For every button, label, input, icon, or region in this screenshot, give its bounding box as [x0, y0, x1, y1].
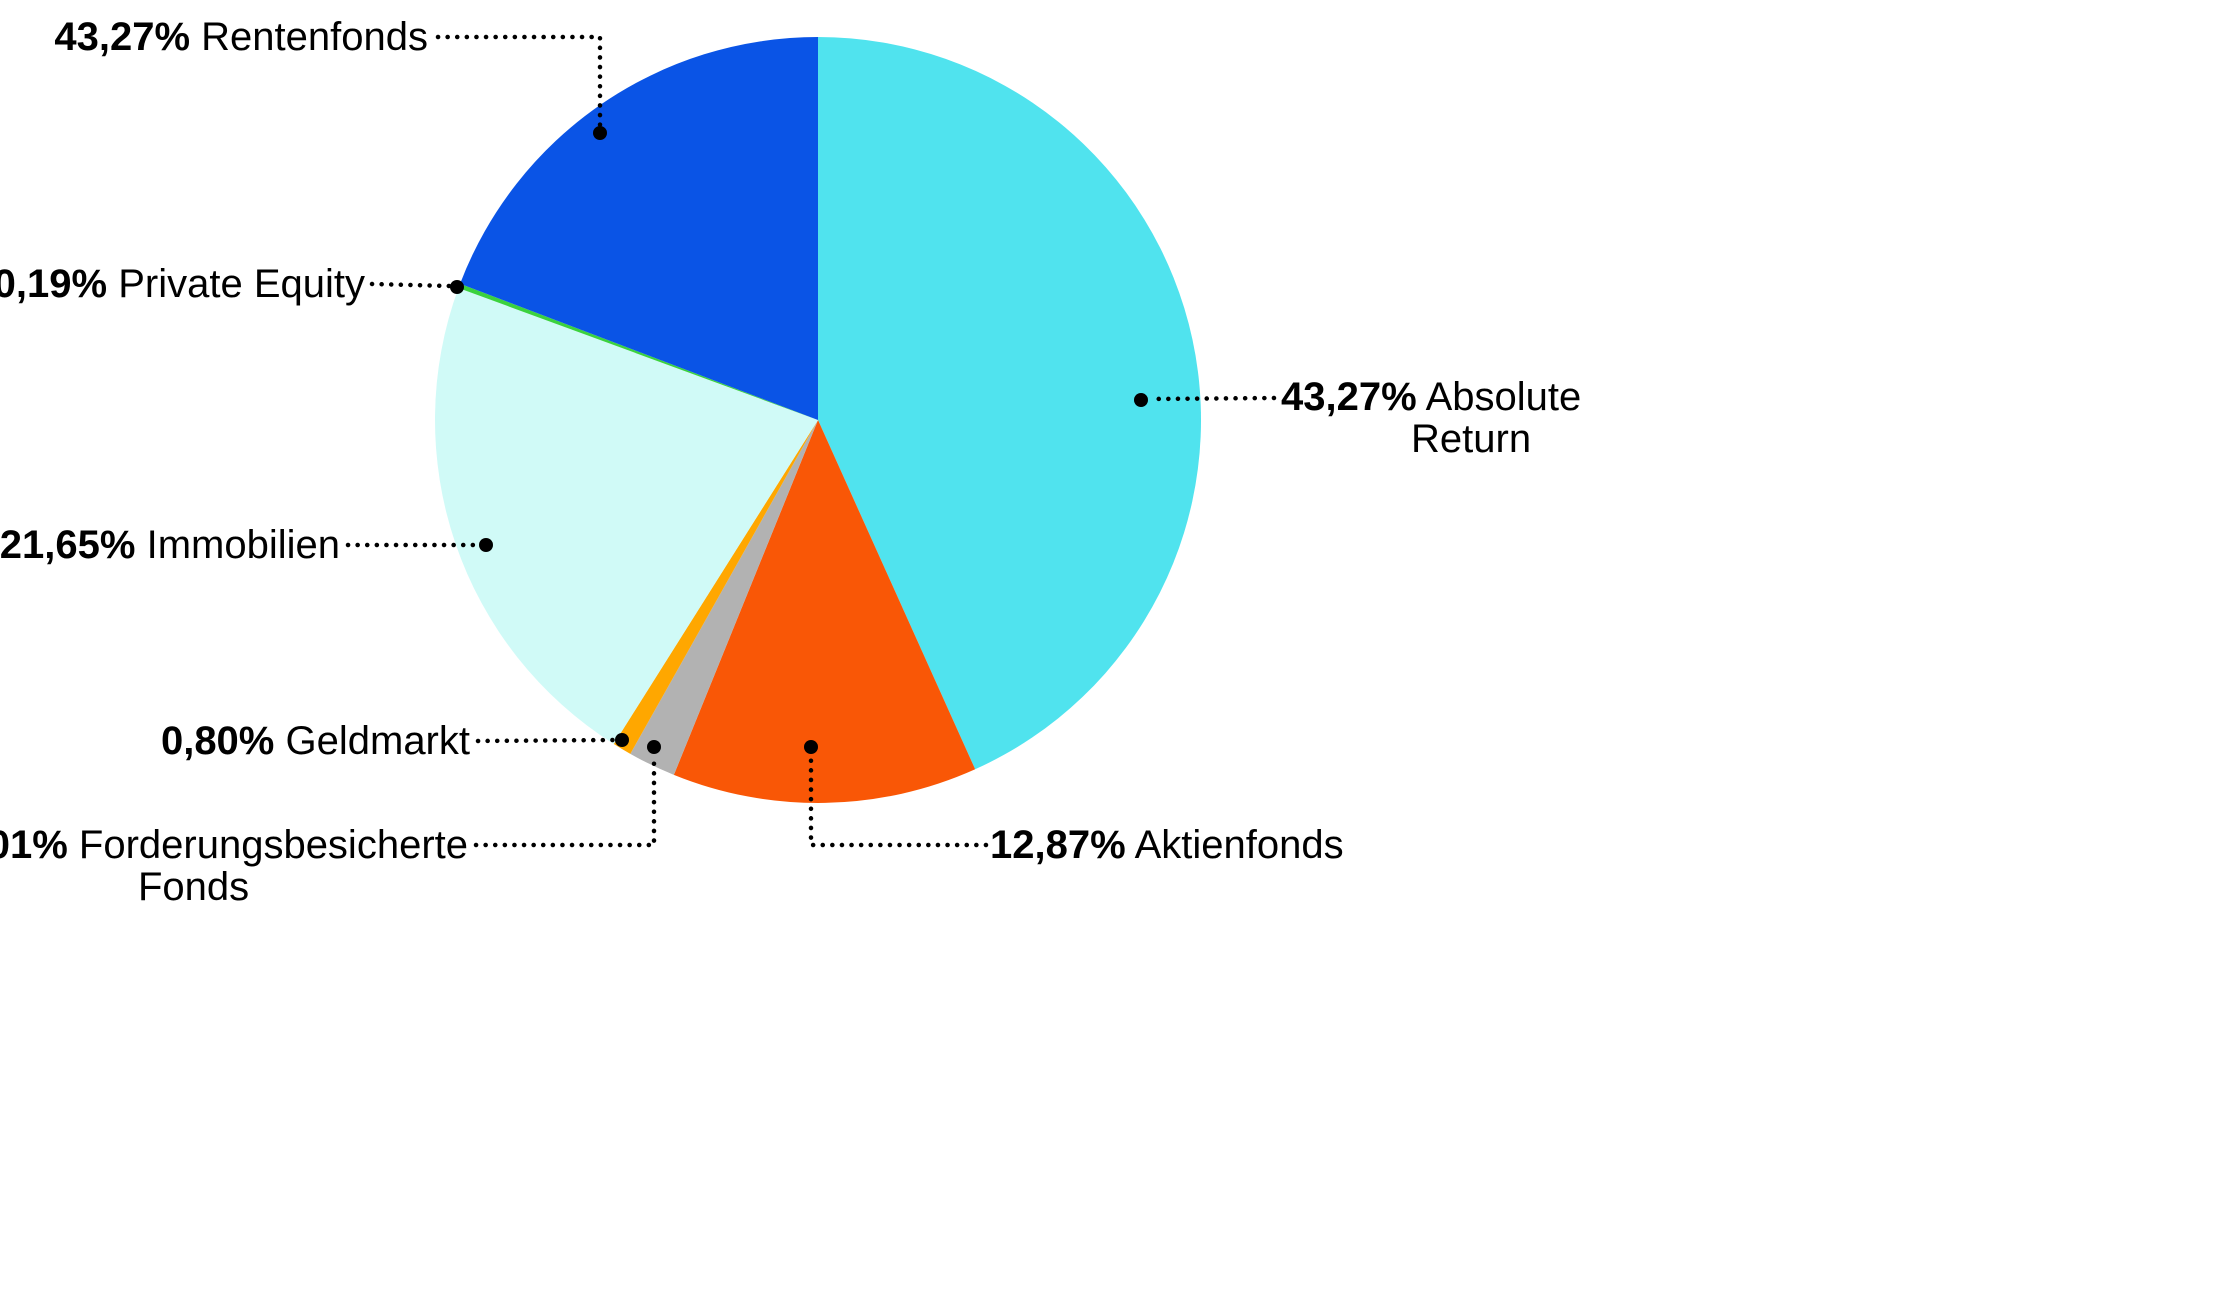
label-aktienfonds: 12,87% Aktienfonds: [990, 825, 1344, 865]
label-forderungsbesicherte-text1: Forderungsbesicherte: [78, 823, 468, 867]
label-absolute-return-pct: 43,27%: [1281, 375, 1417, 419]
anchor-dot-geldmarkt: [615, 733, 629, 747]
label-private-equity: 0,19% Private Equity: [0, 264, 365, 304]
label-absolute-return-text2: Return: [1411, 417, 1532, 461]
label-rentenfonds-pct: 43,27%: [54, 15, 191, 59]
label-geldmarkt-text: Geldmarkt: [285, 719, 471, 763]
pie: [434, 37, 1202, 804]
anchor-dot-aktienfonds: [804, 740, 818, 754]
anchor-dot-rentenfonds: [593, 126, 607, 140]
pie-slice-forderungsbesicherte-fonds: [630, 420, 818, 775]
pie-slice-private-equity: [458, 283, 818, 420]
anchor-dot-private-equity: [450, 280, 464, 294]
label-private-equity-pct: 0,19%: [0, 262, 108, 306]
leader-line-absolute-return: [1147, 395, 1277, 402]
label-geldmarkt-pct: 0,80%: [160, 719, 275, 763]
label-private-equity-text: Private Equity: [118, 262, 365, 306]
leader-line-private-equity: [369, 281, 453, 289]
label-aktienfonds-pct: 12,87%: [990, 823, 1126, 867]
pie-slice-absolute-return: [818, 37, 1202, 770]
label-rentenfonds-text: Rentenfonds: [201, 15, 428, 59]
leader-line-rentenfonds: [435, 34, 603, 129]
label-absolute-return-line1: 43,27% Absolute: [1281, 377, 1581, 417]
pie-slice-geldmarkt: [613, 420, 818, 754]
label-aktienfonds-text: Aktienfonds: [1134, 823, 1344, 867]
anchor-dot-absolute-return: [1134, 393, 1148, 407]
leader-line-forderungsbesicherte: [473, 754, 657, 848]
label-rentenfonds: 43,27% Rentenfonds: [54, 17, 428, 57]
label-forderungsbesicherte-line1: 2,01% Forderungsbesicherte: [0, 825, 468, 865]
pie-slice-immobilien: [434, 288, 818, 745]
anchor-dot-immobilien: [479, 538, 493, 552]
label-absolute-return-text1: Absolute: [1425, 375, 1582, 419]
anchor-dot-forderungsbesicherte: [647, 740, 661, 754]
pie-slice-aktienfonds: [673, 420, 976, 804]
label-forderungsbesicherte-text2: Fonds: [138, 865, 250, 909]
leader-line-aktienfonds: [808, 754, 989, 848]
label-forderungsbesicherte-pct: 2,01%: [0, 823, 68, 867]
label-geldmarkt: 0,80% Geldmarkt: [161, 721, 470, 761]
label-immobilien-pct: 21,65%: [0, 523, 136, 567]
label-absolute-return-line2: Return: [1411, 419, 1531, 459]
pie-slice-rentenfonds: [460, 37, 818, 420]
label-immobilien-text: Immobilien: [146, 523, 340, 567]
leader-line-geldmarkt: [475, 737, 617, 744]
label-immobilien: 21,65% Immobilien: [0, 525, 340, 565]
label-forderungsbesicherte-line2: Fonds: [138, 867, 249, 907]
